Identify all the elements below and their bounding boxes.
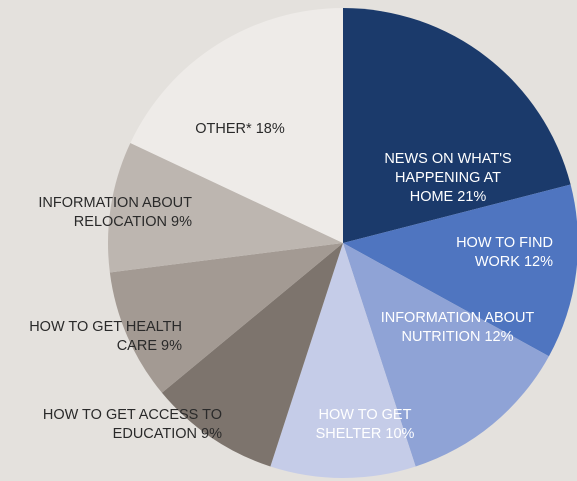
slice-label: OTHER* 18%: [160, 120, 320, 139]
pie-slice: [343, 8, 571, 243]
value-label: 12%: [484, 329, 514, 345]
pie-slice: [270, 243, 416, 479]
value-label: 9%: [201, 426, 222, 442]
pie-slice: [343, 184, 577, 357]
category-label: INFORMATION ABOUT NUTRITION: [380, 310, 535, 345]
category-label: HOW TO GET ACCESS TO EDUCATION: [42, 407, 222, 442]
category-label: HOW TO FIND WORK: [456, 235, 553, 270]
category-label: HOW TO GET SHELTER: [315, 407, 412, 442]
slice-label: NEWS ON WHAT'S HAPPENING AT HOME 21%: [378, 150, 518, 207]
pie-slice: [343, 243, 549, 467]
slice-label: INFORMATION ABOUT NUTRITION 12%: [370, 309, 545, 347]
slice-label: INFORMATION ABOUT RELOCATION 9%: [0, 194, 192, 232]
value-label: 18%: [255, 121, 285, 137]
pie-slice: [130, 8, 343, 243]
pie-slice: [108, 142, 343, 273]
value-label: 9%: [161, 338, 182, 354]
pie-slice: [109, 243, 343, 393]
slice-label: HOW TO GET HEALTH CARE 9%: [0, 318, 182, 356]
value-label: 12%: [523, 254, 553, 270]
category-label: OTHER*: [195, 121, 252, 137]
category-label: NEWS ON WHAT'S HAPPENING AT HOME: [384, 151, 512, 205]
pie-slice: [161, 243, 343, 467]
value-label: 21%: [457, 189, 487, 205]
slice-label: HOW TO FIND WORK 12%: [410, 234, 553, 272]
value-label: 9%: [171, 214, 192, 230]
slice-label: HOW TO GET ACCESS TO EDUCATION 9%: [40, 406, 222, 444]
slice-label: HOW TO GET SHELTER 10%: [300, 406, 430, 444]
category-label: HOW TO GET HEALTH CARE: [29, 319, 182, 354]
value-label: 10%: [385, 426, 415, 442]
category-label: INFORMATION ABOUT RELOCATION: [38, 195, 192, 230]
